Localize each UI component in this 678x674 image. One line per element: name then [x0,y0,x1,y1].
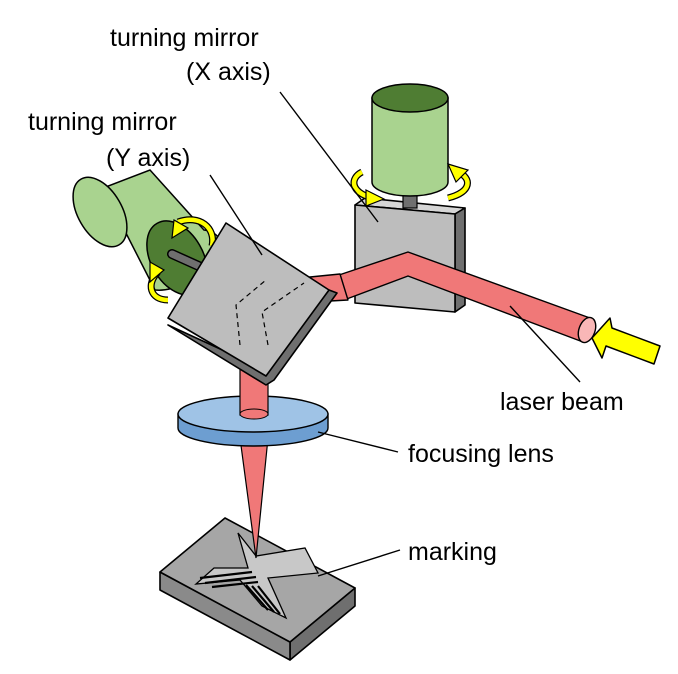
label-marking: marking [408,538,497,566]
label-mirror-x-line2: (X axis) [186,58,271,86]
label-mirror-y-line2: (Y axis) [106,144,190,172]
marking-hatch-lines [199,570,281,615]
y-motor-back [72,176,128,248]
x-rotation-arrow-icon [350,163,471,207]
y-mirror-beam-reflection [235,279,305,346]
y-mirror-face [167,222,330,377]
label-laser-beam: laser beam [500,388,624,416]
y-axis-mirror [167,222,338,386]
laser-input-arrow-icon [591,317,661,365]
x-motor-top [371,83,449,113]
y-rotation-arrow-icon [147,216,217,304]
label-mirror-x-line1: turning mirror [110,24,259,52]
workpiece [159,517,356,661]
y-axis-motor [72,169,221,304]
marking-engraving [194,532,320,620]
beam-entry-face [577,316,597,344]
label-focusing-lens: focusing lens [408,440,554,468]
leader-lines [209,91,581,577]
x-motor-body [371,97,449,197]
label-mirror-y-line1: turning mirror [28,108,177,136]
